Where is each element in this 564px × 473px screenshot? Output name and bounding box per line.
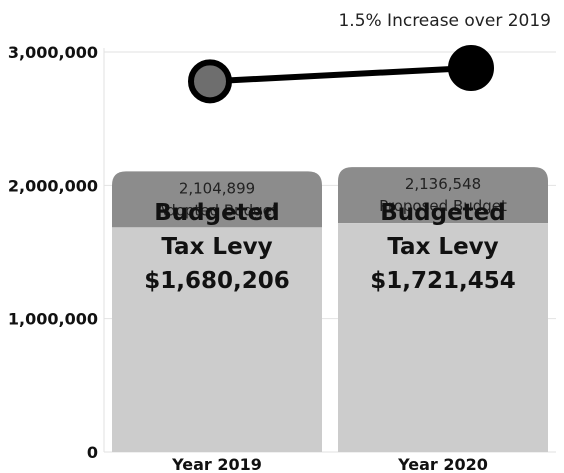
bar-budget-label: Proposed Budget xyxy=(379,197,507,215)
axes: 0 1,000,000 2,000,000 3,000,000 Year 2019 Yea… xyxy=(8,43,488,473)
x-category-label: Year 2019 xyxy=(171,455,262,473)
increase-annotation: 1.5% Increase over 2019 xyxy=(338,11,551,31)
bar-total-label: 2,104,899 xyxy=(179,179,255,197)
bar-levy-label: Budgeted xyxy=(154,200,280,226)
bar-cap-segment xyxy=(338,167,548,224)
bar-levy-label: Tax Levy xyxy=(387,234,498,260)
trend-point-2020 xyxy=(448,45,494,91)
y-tick-label: 0 xyxy=(87,443,98,462)
trend-line xyxy=(209,65,472,85)
bar-body-segment xyxy=(338,223,548,452)
bar-budget-label: Adopted Budget xyxy=(156,201,278,219)
y-tick-label: 1,000,000 xyxy=(8,310,98,329)
y-tick-label: 2,000,000 xyxy=(8,176,98,195)
bar-levy-label: $1,680,206 xyxy=(144,268,290,294)
bar-total-label: 2,136,548 xyxy=(405,175,481,193)
trend-line-group xyxy=(188,45,494,104)
bar-levy-label: $1,721,454 xyxy=(370,268,516,294)
bar-levy-label: Budgeted xyxy=(380,200,506,226)
trend-point-2019 xyxy=(188,59,232,104)
bar-body-segment xyxy=(112,227,322,452)
x-category-label: Year 2020 xyxy=(397,455,488,473)
y-tick-label: 3,000,000 xyxy=(8,43,98,62)
bar-cap-segment xyxy=(112,171,322,228)
bar-levy-label: Tax Levy xyxy=(161,234,272,260)
